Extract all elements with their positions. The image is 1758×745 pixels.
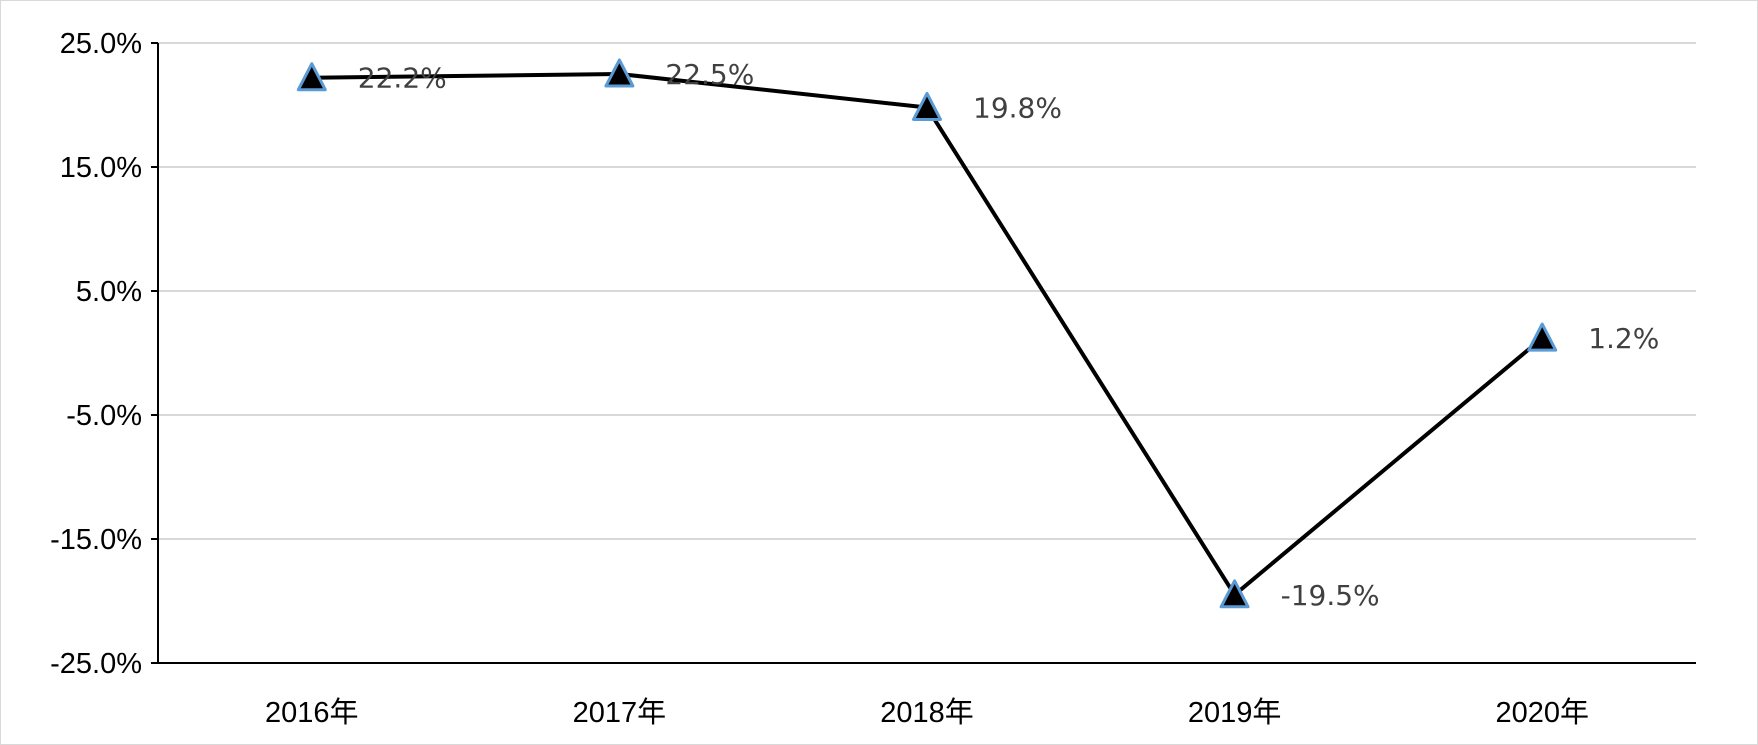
data-label: -19.5% xyxy=(1281,579,1380,612)
axes xyxy=(151,42,1696,664)
data-point-marker xyxy=(1219,579,1250,609)
x-tick-label: 2019年 xyxy=(1188,696,1282,729)
series-markers xyxy=(296,58,1558,609)
data-point-marker xyxy=(912,91,942,121)
data-point-marker xyxy=(1527,322,1558,352)
series-line-path xyxy=(311,72,1544,597)
x-tick-label: 2018年 xyxy=(880,696,974,729)
x-tick-label: 2016年 xyxy=(265,696,359,729)
gridlines xyxy=(158,42,1696,540)
y-tick-label: 5.0% xyxy=(76,276,142,308)
y-tick-label: 25.0% xyxy=(60,28,142,60)
y-tick-label: -15.0% xyxy=(50,524,142,556)
data-label: 1.2% xyxy=(1588,322,1659,355)
y-tick-label: -5.0% xyxy=(66,400,142,432)
series-line xyxy=(311,72,1544,597)
data-label: 19.8% xyxy=(973,91,1062,124)
y-tick-label: 15.0% xyxy=(60,152,142,184)
x-tick-label: 2020年 xyxy=(1495,696,1589,729)
x-axis-tick-labels: 2016年 2017年 2018年 2019年 2020年 xyxy=(265,696,1589,729)
data-labels: 22.2% 22.5% 19.8% -19.5% 1.2% xyxy=(358,58,1660,612)
data-point-marker xyxy=(296,62,327,92)
y-tick-label: -25.0% xyxy=(50,648,142,680)
data-label: 22.5% xyxy=(665,58,754,91)
data-point-marker xyxy=(604,58,635,88)
data-label: 22.2% xyxy=(358,62,447,95)
y-axis-tick-labels: 25.0% 15.0% 5.0% -5.0% -15.0% -25.0% xyxy=(50,28,142,680)
x-tick-label: 2017年 xyxy=(573,696,667,729)
